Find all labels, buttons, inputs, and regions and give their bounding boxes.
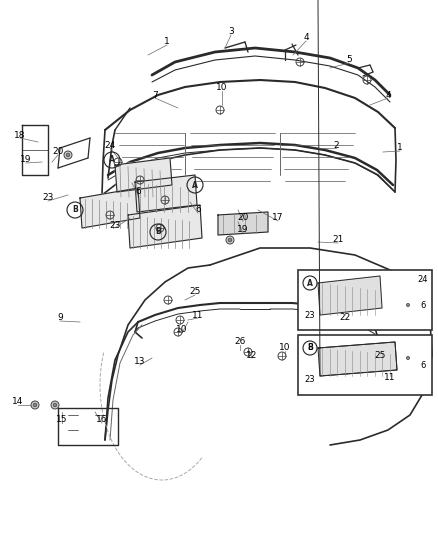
Text: 6: 6 — [420, 360, 426, 369]
Text: A: A — [192, 181, 198, 190]
Text: 22: 22 — [339, 313, 351, 322]
Polygon shape — [128, 205, 202, 248]
Circle shape — [51, 401, 59, 409]
Text: 23: 23 — [42, 193, 54, 203]
Text: 10: 10 — [279, 343, 291, 352]
Text: 5: 5 — [346, 55, 352, 64]
Text: 24: 24 — [104, 141, 116, 149]
Text: 20: 20 — [52, 148, 64, 157]
Text: 19: 19 — [237, 225, 249, 235]
Text: 25: 25 — [189, 287, 201, 296]
Text: 12: 12 — [246, 351, 258, 359]
Text: 10: 10 — [216, 84, 228, 93]
Text: 17: 17 — [272, 214, 284, 222]
Text: 13: 13 — [134, 358, 146, 367]
Polygon shape — [80, 188, 140, 228]
Text: 18: 18 — [14, 131, 26, 140]
Text: 15: 15 — [56, 416, 68, 424]
Text: B: B — [307, 343, 313, 352]
Text: 11: 11 — [192, 311, 204, 319]
Text: A: A — [307, 279, 313, 287]
Text: 1: 1 — [164, 37, 170, 46]
Circle shape — [226, 236, 234, 244]
Polygon shape — [318, 342, 397, 376]
Text: 1: 1 — [397, 143, 403, 152]
Text: 16: 16 — [96, 416, 108, 424]
Text: 21: 21 — [332, 236, 344, 245]
Text: 3: 3 — [228, 28, 234, 36]
Text: A: A — [109, 156, 115, 165]
Circle shape — [405, 302, 411, 309]
Text: 24: 24 — [418, 276, 428, 285]
Circle shape — [228, 238, 232, 242]
Circle shape — [406, 357, 410, 360]
Text: 11: 11 — [384, 374, 396, 383]
Text: B: B — [72, 206, 78, 214]
Polygon shape — [318, 276, 382, 315]
Text: 26: 26 — [234, 337, 246, 346]
Circle shape — [64, 151, 72, 159]
Circle shape — [66, 153, 70, 157]
Text: 25: 25 — [374, 351, 386, 359]
Text: 23: 23 — [305, 376, 315, 384]
Text: 6: 6 — [135, 188, 141, 197]
Circle shape — [405, 354, 411, 361]
Text: 20: 20 — [237, 214, 249, 222]
Circle shape — [53, 403, 57, 407]
Bar — [298, 270, 432, 330]
Polygon shape — [135, 175, 197, 212]
Text: 23: 23 — [305, 311, 315, 319]
Text: 19: 19 — [20, 156, 32, 165]
Polygon shape — [218, 212, 268, 235]
Text: 7: 7 — [152, 91, 158, 100]
Text: 14: 14 — [12, 398, 24, 407]
Circle shape — [406, 303, 410, 306]
Polygon shape — [115, 158, 172, 192]
Text: 6: 6 — [195, 206, 201, 214]
Text: 8: 8 — [307, 343, 313, 352]
Text: 23: 23 — [110, 221, 121, 230]
Text: B: B — [155, 228, 161, 237]
Text: 2: 2 — [333, 141, 339, 149]
Text: 10: 10 — [176, 326, 188, 335]
Circle shape — [31, 401, 39, 409]
Text: 4: 4 — [303, 34, 309, 43]
Text: 4: 4 — [385, 91, 391, 100]
Circle shape — [33, 403, 37, 407]
Text: 9: 9 — [57, 313, 63, 322]
Bar — [298, 335, 432, 395]
Text: 6: 6 — [420, 301, 426, 310]
